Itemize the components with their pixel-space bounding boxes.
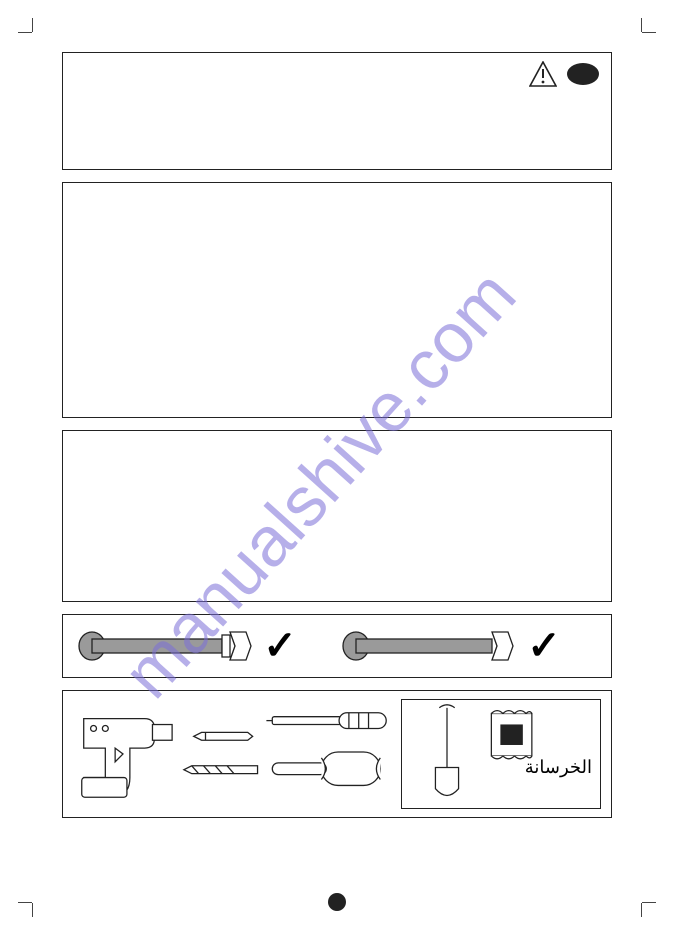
panel-tools: الخرسانة: [62, 690, 612, 818]
page-number-dot: [328, 893, 346, 911]
bolt-hex-head-icon: [342, 626, 517, 666]
check-icon: ✓: [263, 623, 297, 669]
bolt-item-2: ✓: [342, 623, 595, 669]
tools-right-box: الخرسانة: [401, 699, 601, 809]
crop-mark-tr: [636, 18, 656, 38]
concrete-label-ar: الخرسانة: [525, 757, 592, 778]
panel-bolts: ✓ ✓: [62, 614, 612, 678]
check-icon: ✓: [527, 623, 561, 669]
panel-mid-blank: [62, 430, 612, 602]
crop-mark-tl: [18, 18, 38, 38]
tools-left-group: [73, 699, 393, 809]
page-content: ✓ ✓: [62, 52, 612, 883]
panel-warning: [62, 52, 612, 170]
step-number-oval: [567, 63, 599, 85]
bolt-item-1: ✓: [78, 623, 331, 669]
crop-mark-bl: [18, 897, 38, 917]
crop-mark-br: [636, 897, 656, 917]
concrete-tools-icon: [402, 700, 600, 808]
bolt-with-nut-icon: [78, 626, 253, 666]
panel-large-blank: [62, 182, 612, 418]
warning-triangle-icon: [529, 61, 557, 87]
tools-illustration: [73, 699, 393, 809]
